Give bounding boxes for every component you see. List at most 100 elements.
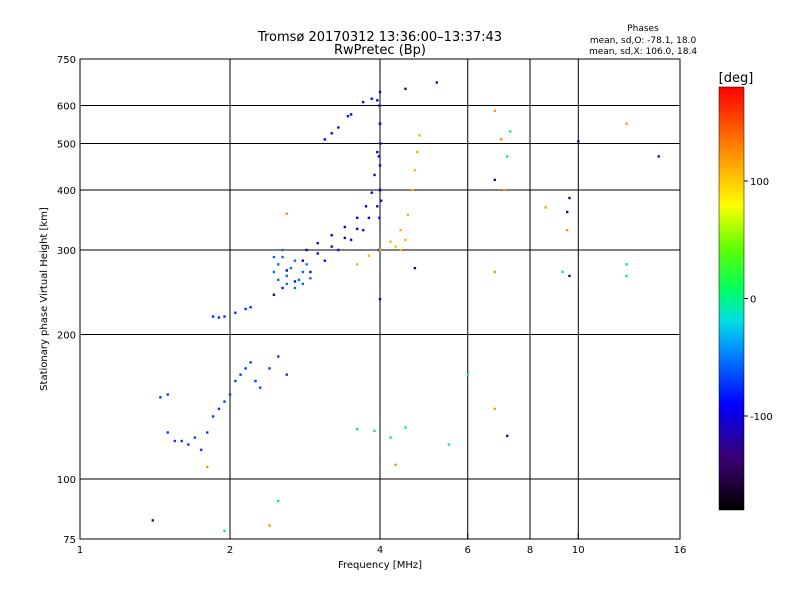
data-point xyxy=(373,173,376,177)
data-point xyxy=(211,415,215,418)
data-point xyxy=(349,238,353,242)
data-point xyxy=(505,434,509,438)
data-point xyxy=(205,465,209,469)
data-point xyxy=(435,81,438,84)
data-point xyxy=(301,282,305,286)
data-point xyxy=(404,87,407,91)
data-point xyxy=(376,99,379,102)
data-point xyxy=(249,306,252,309)
data-point xyxy=(377,155,381,158)
data-point xyxy=(316,252,319,255)
data-point xyxy=(337,248,340,252)
data-point xyxy=(293,280,297,283)
data-point xyxy=(399,248,402,252)
x-tick-label: 6 xyxy=(465,545,471,556)
data-point xyxy=(367,254,371,257)
data-point xyxy=(389,240,392,244)
data-point xyxy=(378,104,381,107)
data-point xyxy=(254,379,257,383)
data-point xyxy=(166,431,169,434)
data-point xyxy=(493,178,497,182)
data-point xyxy=(406,213,410,217)
data-point xyxy=(413,266,417,270)
data-point xyxy=(268,524,271,527)
data-point xyxy=(323,138,327,141)
data-point xyxy=(281,286,284,290)
data-point xyxy=(337,126,340,129)
data-points xyxy=(151,81,660,533)
data-point xyxy=(272,255,276,259)
colorbar xyxy=(718,86,745,511)
data-point xyxy=(499,138,503,141)
data-point xyxy=(166,393,169,396)
phase-stats-o: mean, sd,O: -78.1, 18.0 xyxy=(590,36,697,46)
data-point xyxy=(447,443,451,446)
data-point xyxy=(568,196,571,200)
data-point xyxy=(199,448,203,452)
data-point xyxy=(505,155,509,158)
data-point xyxy=(228,393,232,396)
data-point xyxy=(151,519,155,522)
data-point xyxy=(301,259,305,262)
data-point xyxy=(389,436,392,439)
data-point xyxy=(404,238,407,242)
data-point xyxy=(577,140,580,143)
data-point xyxy=(361,228,365,232)
data-point xyxy=(187,443,190,446)
data-point xyxy=(180,439,183,443)
data-point xyxy=(355,227,359,231)
phase-header: Phases xyxy=(627,24,659,34)
data-point xyxy=(346,115,350,118)
y-tick-label: 500 xyxy=(57,140,76,151)
data-point xyxy=(364,205,368,208)
data-point xyxy=(330,234,333,237)
data-point xyxy=(565,228,569,232)
data-point xyxy=(234,311,237,314)
data-point xyxy=(223,400,226,403)
data-point xyxy=(305,263,308,266)
data-point xyxy=(373,429,376,433)
data-point xyxy=(399,228,402,232)
data-point xyxy=(568,274,571,278)
data-point xyxy=(277,499,280,503)
data-point xyxy=(411,188,414,192)
data-point xyxy=(625,122,628,125)
data-point xyxy=(159,396,162,399)
data-point xyxy=(309,277,312,280)
x-tick-label: 16 xyxy=(674,545,687,556)
data-point xyxy=(657,155,660,158)
x-tick-label: 2 xyxy=(227,545,233,556)
y-tick-label: 200 xyxy=(57,331,76,342)
colorbar-ticks: 100 0 -100 xyxy=(744,177,773,423)
data-point xyxy=(281,255,284,259)
data-point xyxy=(277,278,280,282)
data-point xyxy=(565,210,569,214)
data-point xyxy=(544,206,547,209)
phase-stats-x: mean, sd,X: 106.0, 18.4 xyxy=(589,47,697,57)
data-point xyxy=(323,259,327,262)
data-point xyxy=(349,113,353,116)
data-point xyxy=(493,407,497,411)
data-point xyxy=(502,188,506,192)
x-tick-label: 8 xyxy=(527,545,533,556)
data-point xyxy=(343,236,347,240)
data-point xyxy=(378,248,382,252)
data-point xyxy=(625,274,628,278)
data-point xyxy=(259,386,262,389)
data-point xyxy=(285,212,288,215)
data-point xyxy=(277,355,280,358)
y-axis-label: Stationary phase Virtual Height [km] xyxy=(39,207,50,391)
data-point xyxy=(378,188,382,192)
x-tick-label: 10 xyxy=(572,545,585,556)
data-point xyxy=(376,150,379,154)
data-point xyxy=(234,379,237,383)
data-point xyxy=(281,248,284,252)
data-point xyxy=(330,245,333,248)
data-point xyxy=(493,109,497,112)
data-point xyxy=(355,428,359,431)
data-point xyxy=(211,315,215,318)
data-point xyxy=(394,463,397,467)
data-point xyxy=(285,282,288,286)
data-point xyxy=(361,100,365,104)
x-axis-label: Frequency [MHz] xyxy=(338,560,422,571)
